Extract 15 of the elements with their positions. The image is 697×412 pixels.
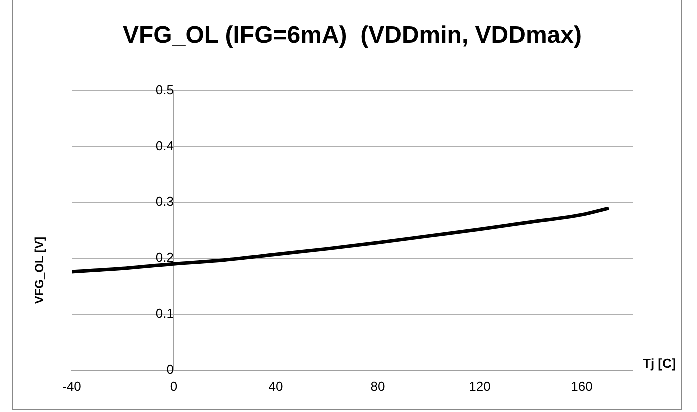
y-tick-label: 0 (166, 362, 174, 377)
y-tick-label: 0.2 (156, 250, 174, 266)
y-tick-label: 0.1 (156, 306, 174, 322)
x-axis-title: Tj [C] (643, 356, 676, 371)
y-axis-title: VFG_OL [V] (32, 237, 46, 304)
line-series (72, 207, 610, 274)
y-tick-label: 0.4 (156, 138, 174, 154)
x-tick-label: 40 (268, 378, 284, 394)
x-tick-label: 120 (469, 378, 491, 394)
x-tick-label: 80 (370, 378, 386, 394)
y-tick-label: 0.3 (156, 194, 174, 210)
y-tick-label: 0.5 (156, 82, 174, 98)
x-tick-label: -40 (62, 378, 82, 394)
x-tick-label: 160 (571, 378, 593, 394)
chart-title: VFG_OL (IFG=6mA) (VDDmin, VDDmax) (123, 22, 582, 50)
